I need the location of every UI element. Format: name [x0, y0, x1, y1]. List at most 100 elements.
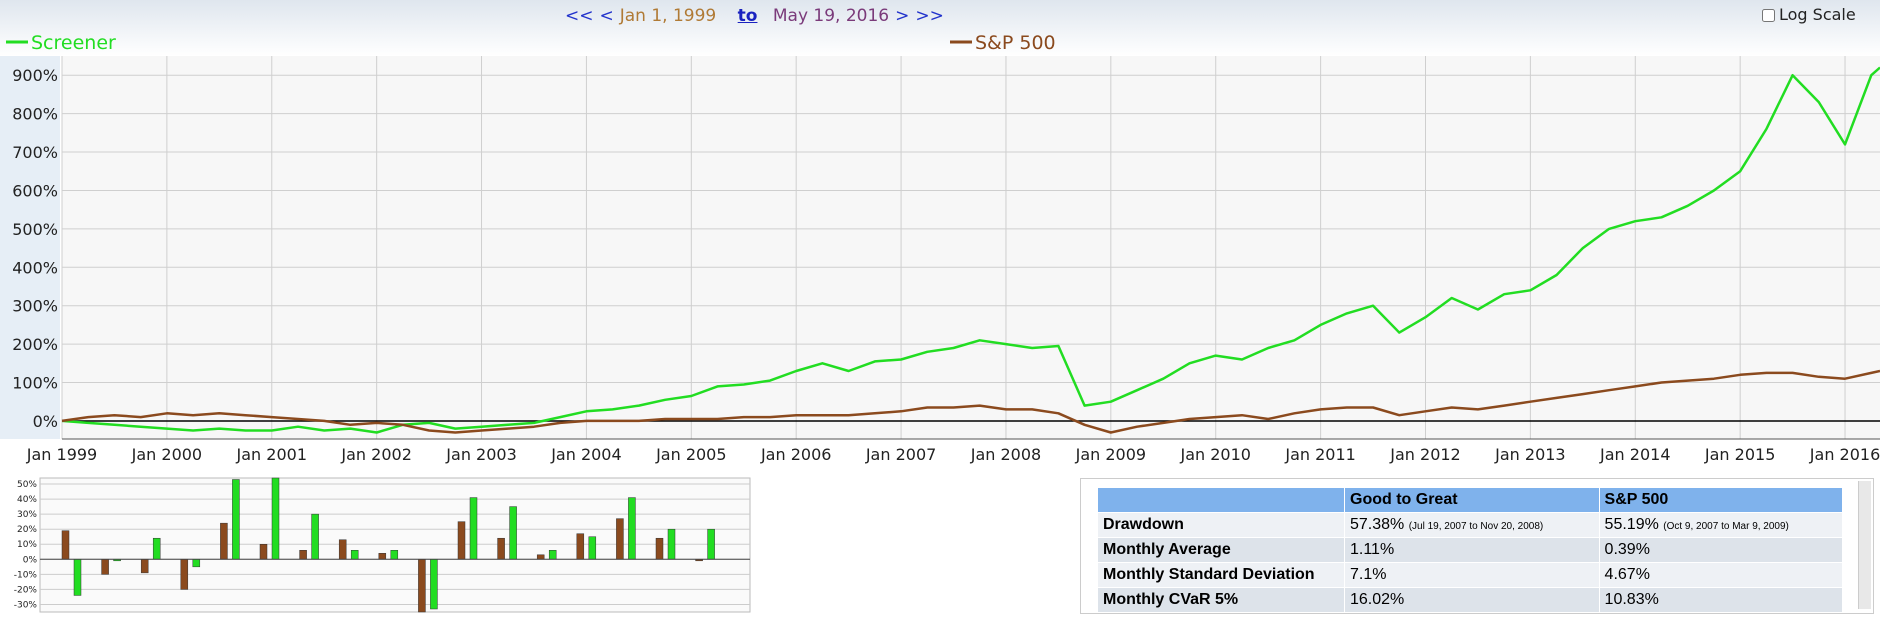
cell-value: 10.83% [1604, 591, 1659, 608]
bar [536, 554, 545, 560]
end-date[interactable]: May 19, 2016 [772, 6, 890, 26]
x-tick-label: Jan 2014 [1599, 445, 1670, 464]
y-tick-label: 0% [33, 412, 58, 431]
cell-value: 1.11% [1350, 541, 1395, 558]
bar [418, 559, 426, 613]
cell-note: (Oct 9, 2007 to Mar 9, 2009) [1663, 521, 1789, 532]
cell: 55.19% (Oct 9, 2007 to Mar 9, 2009) [1598, 512, 1844, 538]
bar [101, 559, 109, 575]
x-tick-label: Jan 2000 [131, 445, 202, 464]
bar [616, 518, 624, 560]
x-tick-label: Jan 2005 [655, 445, 726, 464]
x-tick-label: Jan 2016 [1809, 445, 1880, 464]
y-tick-label: -10% [14, 570, 38, 580]
bar [220, 522, 228, 560]
prev-button[interactable]: < [599, 6, 614, 26]
toolbar: << < Jan 1, 1999 to May 19, 2016 > >> Log Sc… [0, 0, 1880, 56]
row-label: Monthly Standard Deviation [1097, 562, 1345, 588]
x-tick-label: Jan 2011 [1284, 445, 1355, 464]
x-tick-label: Jan 2015 [1704, 445, 1775, 464]
bar [509, 506, 517, 560]
x-tick-label: Jan 1999 [26, 445, 97, 464]
bar [180, 559, 189, 590]
bar [457, 521, 466, 560]
bar [628, 497, 636, 560]
row-label: Drawdown [1097, 512, 1345, 538]
next-button[interactable]: > [895, 6, 910, 26]
bar [378, 553, 387, 560]
table-row: Monthly CVaR 5% 16.02% 10.83% [1097, 587, 1844, 613]
header-row: Good to Great S&P 500 [1097, 487, 1844, 513]
log-label: Log Scale [1779, 5, 1856, 24]
y-tick-label: 700% [12, 143, 58, 162]
x-tick-label: Jan 2013 [1494, 445, 1565, 464]
bar [707, 528, 715, 560]
x-tick-label: Jan 2012 [1389, 445, 1460, 464]
x-tick-label: Jan 2009 [1075, 445, 1146, 464]
x-tick-label: Jan 2008 [970, 445, 1041, 464]
first-button[interactable]: << [565, 6, 594, 26]
cell-value: 16.02% [1350, 591, 1405, 608]
plot-area [62, 56, 1880, 439]
bar [311, 513, 319, 560]
bar [259, 543, 268, 560]
table-row: Monthly Average 1.11% 0.39% [1097, 537, 1844, 563]
table-row: Drawdown 57.38% (Jul 19, 2007 to Nov 20, … [1097, 512, 1844, 538]
stats-panel: Good to Great S&P 500 Drawdown 57.38% (Jul … [1080, 478, 1874, 614]
y-tick-label: 200% [12, 335, 58, 354]
cell: 4.67% [1598, 562, 1844, 588]
bar [430, 559, 438, 610]
y-tick-label: -30% [14, 600, 38, 610]
cell-value: 7.1% [1350, 566, 1387, 583]
row-label: Monthly Average [1097, 537, 1345, 563]
legend-label: S&P 500 [975, 32, 1056, 54]
series-line [61, 66, 1880, 434]
bar [338, 539, 347, 560]
x-tick-label: Jan 2002 [340, 445, 411, 464]
bar [655, 537, 664, 560]
log-scale[interactable]: Log Scale [1762, 5, 1856, 24]
last-button[interactable]: >> [915, 6, 944, 26]
bar [61, 530, 70, 560]
cell: 0.39% [1598, 537, 1844, 563]
y-tick-label: 100% [12, 374, 58, 393]
x-tick-label: Jan 2001 [236, 445, 307, 464]
bar [588, 536, 597, 560]
cell-note: (Jul 19, 2007 to Nov 20, 2008) [1408, 521, 1544, 532]
header-cell: S&P 500 [1598, 487, 1844, 513]
bar [299, 550, 307, 560]
header-cell [1097, 487, 1345, 513]
series-line [61, 369, 1880, 434]
y-tick-label: 400% [12, 258, 58, 277]
to-link[interactable]: to [737, 6, 758, 26]
y-tick-label: 300% [12, 297, 58, 316]
log-checkbox[interactable] [1762, 9, 1775, 22]
bar [232, 479, 240, 560]
bar [271, 477, 280, 560]
cell-value: 55.19% [1604, 516, 1659, 533]
stats-table: Good to Great S&P 500 Drawdown 57.38% (Jul … [1097, 487, 1844, 613]
bar [73, 559, 82, 596]
start-date[interactable]: Jan 1, 1999 [619, 6, 717, 26]
y-tick-label: 500% [12, 220, 58, 239]
date-range: << < Jan 1, 1999 to May 19, 2016 > >> [565, 6, 950, 26]
cell: 1.11% [1344, 537, 1600, 563]
cell: 16.02% [1344, 587, 1600, 613]
cell: 7.1% [1344, 562, 1600, 588]
bar [140, 559, 149, 574]
bar [497, 537, 505, 560]
x-tick-label: Jan 2004 [550, 445, 621, 464]
scrollbar[interactable] [1858, 481, 1871, 609]
row-label: Monthly CVaR 5% [1097, 587, 1345, 613]
bar [113, 559, 121, 562]
main-chart: 0% 100% 200% 300% 400% 500% 600% 700% 800% 900% Ja… [0, 32, 1880, 464]
y-tick-label: 0% [23, 555, 38, 565]
axis-strip [0, 56, 60, 439]
table-row: Monthly Standard Deviation 7.1% 4.67% [1097, 562, 1844, 588]
y-tick-label: 20% [17, 525, 37, 535]
plot-area [39, 477, 751, 613]
x-tick-label: Jan 2003 [445, 445, 516, 464]
bar [390, 550, 399, 560]
bar [667, 528, 676, 560]
y-tick-label: 900% [12, 66, 58, 85]
